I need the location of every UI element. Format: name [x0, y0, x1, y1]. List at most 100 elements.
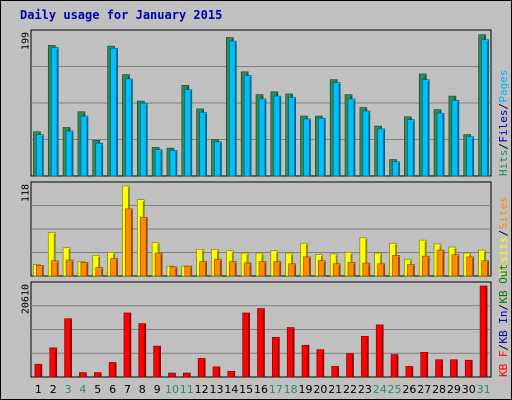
- bar-shadow: [279, 97, 281, 176]
- bar-shadow: [160, 254, 163, 276]
- bar-shadow: [41, 266, 44, 276]
- bar-shadow: [381, 326, 384, 377]
- bar-shadow: [322, 351, 324, 377]
- bar-shadow: [426, 353, 428, 377]
- ymax-label-top: 199: [21, 32, 32, 50]
- bar-shadow: [175, 268, 177, 276]
- bar-shadow: [233, 372, 235, 377]
- legend-separator: /: [497, 103, 510, 110]
- bar-shadow: [279, 263, 281, 276]
- bar-shadow: [173, 374, 176, 377]
- bar-shadow: [365, 239, 367, 276]
- bar-shadow: [84, 374, 87, 377]
- bar-shadow: [411, 367, 413, 377]
- bar-shadow: [442, 114, 445, 176]
- day-label: 24: [373, 383, 387, 396]
- bar-shadow: [427, 257, 430, 276]
- bar-shadow: [99, 374, 102, 377]
- bar-shadow: [188, 374, 191, 377]
- day-label: 4: [79, 383, 86, 396]
- legend-separator: /: [497, 143, 510, 150]
- day-label: 29: [447, 383, 461, 396]
- bar-shadow: [457, 101, 459, 176]
- bar-shadow: [442, 251, 445, 276]
- bar-shadow: [190, 91, 192, 176]
- bar-shadow: [383, 130, 385, 176]
- bar-shadow: [56, 49, 59, 177]
- bar-shadow: [487, 262, 489, 276]
- bar-shadow: [159, 347, 161, 377]
- bar-shadow: [249, 76, 252, 176]
- day-label: 12: [195, 383, 209, 396]
- bar-shadow: [56, 262, 59, 276]
- legend-label: Files: [497, 109, 510, 142]
- bar-shadow: [86, 117, 88, 176]
- legend-label: KB F: [497, 351, 510, 378]
- bar-shadow: [219, 143, 222, 176]
- bar-shadow: [116, 259, 118, 276]
- bar-shadow: [234, 42, 237, 176]
- bar-shadow: [264, 263, 266, 276]
- chart-title: Daily usage for January 2015: [20, 8, 223, 22]
- bar-shadow: [129, 314, 131, 377]
- bar-shadow: [53, 234, 56, 276]
- bar-shadow: [470, 361, 473, 377]
- legend-label: Pages: [497, 69, 510, 102]
- bar-shadow: [175, 151, 177, 176]
- bar-shadow: [472, 258, 474, 276]
- bar-shadow: [368, 264, 370, 276]
- day-label: 23: [358, 383, 372, 396]
- day-label: 17: [269, 383, 283, 396]
- bar-shadow: [366, 337, 369, 377]
- legend-label: KB In: [497, 310, 510, 343]
- day-label: 10: [165, 383, 179, 396]
- bar-shadow: [203, 359, 206, 377]
- day-label: 22: [343, 383, 357, 396]
- bar-shadow: [323, 262, 326, 276]
- bar-shadow: [338, 84, 341, 176]
- day-label: 31: [477, 383, 491, 396]
- bar-shadow: [337, 367, 339, 377]
- bar-shadow: [307, 346, 310, 377]
- bar-shadow: [485, 287, 488, 377]
- day-label: 8: [139, 383, 146, 396]
- bar-shadow: [71, 132, 74, 176]
- legend-separator: /: [497, 304, 510, 311]
- bar-shadow: [234, 263, 237, 276]
- bar-shadow: [264, 100, 266, 176]
- day-label: 9: [154, 383, 161, 396]
- bar-shadow: [144, 325, 146, 377]
- day-label: 3: [65, 383, 72, 396]
- bar-shadow: [352, 355, 354, 377]
- bar-shadow: [368, 112, 370, 176]
- bar-shadow: [383, 265, 385, 276]
- bar-shadow: [427, 81, 430, 176]
- bar-shadow: [441, 361, 443, 377]
- bar-shadow: [205, 263, 207, 276]
- bar-shadow: [309, 120, 311, 176]
- bar-shadow: [338, 265, 341, 276]
- bar-shadow: [218, 368, 220, 377]
- bar-shadow: [294, 265, 296, 276]
- legend-label: Hits: [497, 150, 510, 177]
- day-label: 21: [328, 383, 342, 396]
- day-label: 2: [50, 383, 57, 396]
- bar-shadow: [145, 218, 148, 276]
- bar-shadow: [130, 80, 133, 176]
- bar-shadow: [353, 263, 356, 276]
- day-label: 14: [224, 383, 238, 396]
- day-label: 25: [388, 383, 402, 396]
- bar-shadow: [277, 338, 280, 377]
- bar-shadow: [130, 210, 133, 276]
- bar-shadow: [323, 119, 326, 176]
- bar-shadow: [309, 258, 311, 276]
- bar-shadow: [101, 144, 103, 176]
- day-label: 5: [94, 383, 101, 396]
- day-label: 13: [209, 383, 223, 396]
- bar-shadow: [145, 104, 148, 176]
- bar-shadow: [457, 256, 459, 276]
- legend-label: Sites: [497, 196, 510, 229]
- legend-separator: /: [497, 344, 510, 351]
- day-label: 27: [417, 383, 431, 396]
